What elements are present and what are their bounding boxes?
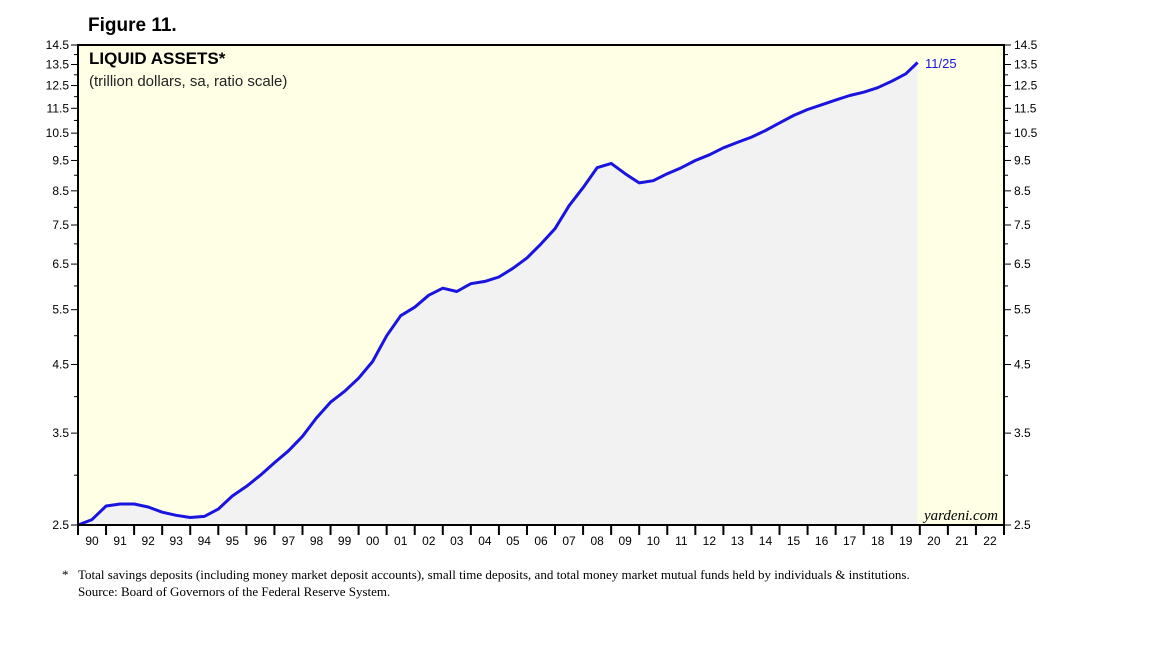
source-credit: yardeni.com: [922, 508, 998, 524]
x-tick-label: 92: [141, 534, 155, 548]
x-tick-label: 96: [254, 534, 268, 548]
x-tick-label: 21: [955, 534, 969, 548]
x-tick-label: 05: [506, 534, 520, 548]
x-tick-label: 91: [113, 534, 127, 548]
y-tick-label-left: 9.5: [52, 153, 69, 167]
x-tick-label: 16: [815, 534, 829, 548]
x-tick-label: 90: [85, 534, 99, 548]
source-note: Source: Board of Governors of the Federa…: [78, 584, 391, 599]
x-tick-label: 93: [170, 534, 184, 548]
y-tick-label-left: 5.5: [52, 303, 69, 317]
x-tick-label: 22: [983, 534, 997, 548]
x-tick-label: 10: [647, 534, 661, 548]
x-tick-label: 14: [759, 534, 773, 548]
y-tick-label-right: 2.5: [1014, 518, 1031, 532]
x-tick-label: 94: [198, 534, 212, 548]
chart-subtitle: (trillion dollars, sa, ratio scale): [89, 73, 287, 90]
y-tick-label-left: 6.5: [52, 257, 69, 271]
y-tick-label-right: 6.5: [1014, 257, 1031, 271]
y-tick-label-left: 3.5: [52, 426, 69, 440]
footnote-text: Total savings deposits (including money …: [78, 567, 910, 582]
x-tick-label: 95: [226, 534, 240, 548]
y-tick-label-left: 13.5: [46, 58, 70, 72]
x-axis: 90 91 92 93 94 95 96 97 98 99 00 01 02 03 04 05 06 07 08 09…: [77, 525, 1005, 548]
x-tick-label: 19: [899, 534, 913, 548]
x-tick-label: 09: [619, 534, 633, 548]
latest-date-annotation: 11/25: [925, 56, 957, 71]
y-tick-label-right: 12.5: [1014, 79, 1038, 93]
y-tick-label-right: 5.5: [1014, 303, 1031, 317]
x-tick-label: 01: [394, 534, 408, 548]
y-tick-label-right: 14.5: [1014, 38, 1038, 52]
footnote: * Total savings deposits (including mone…: [62, 568, 1002, 599]
y-tick-label-left: 8.5: [52, 184, 69, 198]
x-tick-label: 00: [366, 534, 380, 548]
y-tick-label-left: 4.5: [52, 357, 69, 371]
y-tick-label-right: 7.5: [1014, 218, 1031, 232]
area-fill: [78, 62, 918, 525]
y-tick-label-left: 12.5: [46, 79, 70, 93]
x-tick-label: 18: [871, 534, 885, 548]
x-tick-label: 20: [927, 534, 941, 548]
x-tick-label: 03: [450, 534, 464, 548]
x-tick-label: 07: [562, 534, 576, 548]
y-tick-label-left: 2.5: [52, 518, 69, 532]
x-tick-label: 02: [422, 534, 436, 548]
y-tick-label-right: 11.5: [1014, 101, 1037, 115]
y-tick-label-right: 9.5: [1014, 153, 1031, 167]
x-tick-label: 99: [338, 534, 352, 548]
y-tick-label-left: 14.5: [46, 38, 70, 52]
x-tick-label: 06: [534, 534, 548, 548]
figure-label: Figure 11.: [88, 15, 177, 36]
y-tick-label-left: 10.5: [46, 126, 70, 140]
x-tick-label: 15: [787, 534, 801, 548]
y-tick-label-right: 8.5: [1014, 184, 1031, 198]
y-tick-label-right: 13.5: [1014, 58, 1038, 72]
x-tick-label: 11: [675, 534, 688, 548]
x-tick-label: 97: [282, 534, 296, 548]
y-tick-label-right: 3.5: [1014, 426, 1031, 440]
x-tick-label: 08: [590, 534, 604, 548]
x-tick-label: 04: [478, 534, 492, 548]
x-tick-label: 12: [703, 534, 717, 548]
x-tick-label: 13: [731, 534, 745, 548]
x-tick-label: 98: [310, 534, 324, 548]
x-tick-label: 17: [843, 534, 857, 548]
plot-frame: [77, 44, 1005, 526]
y-tick-label-right: 10.5: [1014, 126, 1038, 140]
chart-title: LIQUID ASSETS*: [89, 49, 226, 68]
y-tick-label-right: 4.5: [1014, 357, 1031, 371]
right-y-axis: 2.5 3.5 4.5 5.5 6.5 7.5 8.5 9.5 10.5 11.5 12.5 13.5…: [1004, 38, 1038, 532]
y-tick-label-left: 7.5: [52, 218, 69, 232]
series-line-liquid-assets: [77, 61, 919, 527]
left-y-axis: 2.5 3.5 4.5 5.5 6.5 7.5 8.5 9.5 10.5 11.5 12.5 13.5…: [46, 38, 78, 532]
footnote-marker: *: [62, 567, 69, 582]
y-tick-label-left: 11.5: [47, 101, 70, 115]
